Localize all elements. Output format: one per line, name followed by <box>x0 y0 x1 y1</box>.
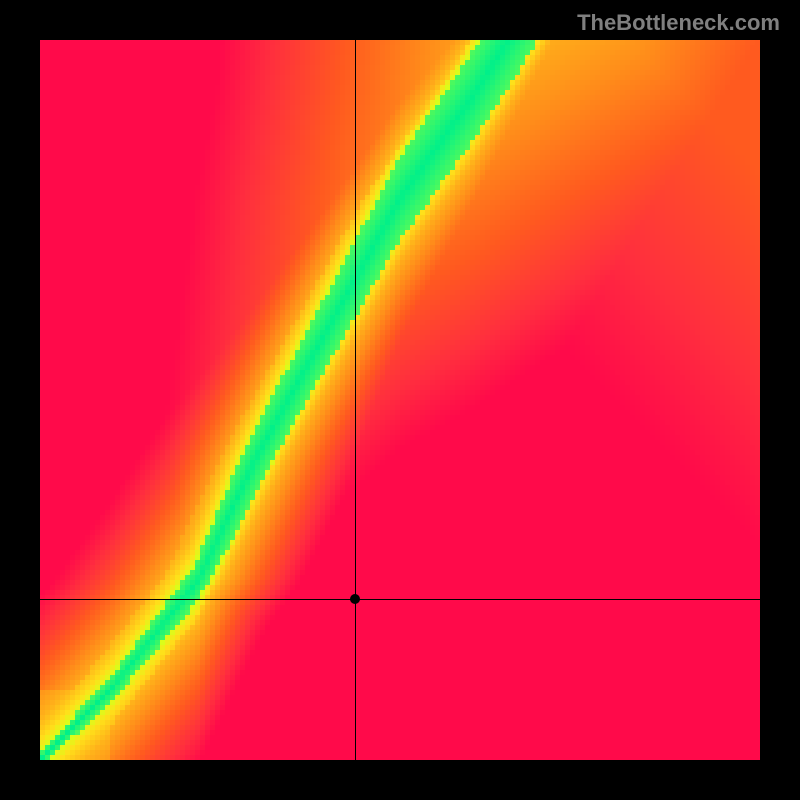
bottleneck-heatmap-plot <box>40 40 760 760</box>
crosshair-horizontal-line <box>40 599 760 600</box>
crosshair-vertical-line <box>355 40 356 760</box>
watermark-text: TheBottleneck.com <box>577 10 780 36</box>
crosshair-marker-dot <box>350 594 360 604</box>
heatmap-canvas <box>40 40 760 760</box>
